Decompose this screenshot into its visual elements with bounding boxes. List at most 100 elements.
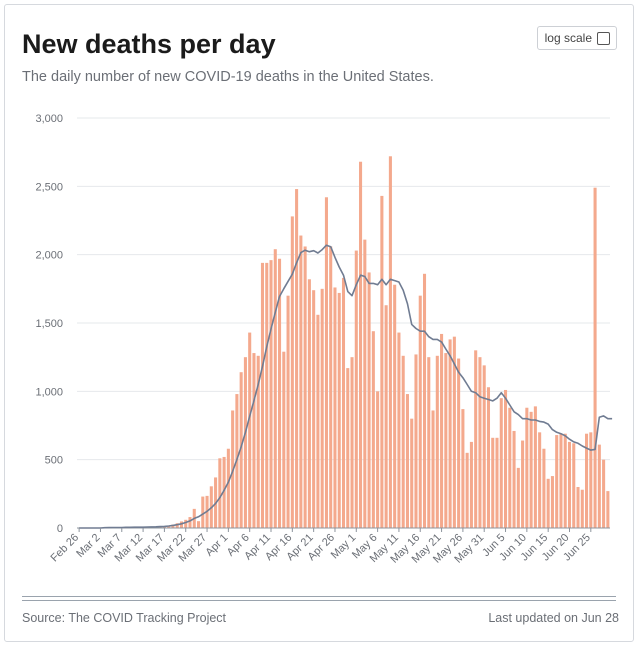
data-bar bbox=[474, 350, 478, 528]
data-bar bbox=[508, 407, 512, 528]
data-bar bbox=[243, 357, 247, 528]
checkbox-icon[interactable] bbox=[597, 31, 610, 45]
x-tick-label: Mar 2 bbox=[74, 532, 102, 560]
data-bar bbox=[585, 433, 589, 528]
data-bar bbox=[418, 295, 422, 528]
data-bar bbox=[252, 353, 256, 528]
data-bar bbox=[324, 197, 328, 528]
data-bar bbox=[350, 357, 354, 528]
data-bar bbox=[435, 355, 439, 528]
data-bar bbox=[550, 476, 554, 528]
last-updated: Last updated on Jun 28 bbox=[488, 611, 619, 625]
data-bar bbox=[380, 195, 384, 528]
y-tick-label: 1,000 bbox=[35, 386, 63, 398]
data-bar bbox=[196, 521, 201, 528]
data-bar bbox=[495, 437, 499, 528]
data-bar bbox=[337, 292, 341, 528]
y-tick-label: 1,500 bbox=[35, 318, 63, 330]
data-bar bbox=[359, 161, 363, 528]
data-bar bbox=[529, 411, 533, 528]
data-bar bbox=[572, 443, 576, 528]
data-bar bbox=[367, 272, 371, 528]
data-bar bbox=[405, 394, 409, 528]
data-bar bbox=[299, 235, 303, 529]
data-bar bbox=[363, 239, 367, 528]
data-bar bbox=[602, 459, 606, 528]
data-bar bbox=[226, 448, 230, 528]
data-bar bbox=[512, 430, 516, 528]
data-bar bbox=[320, 288, 324, 528]
chart-title: New deaths per day bbox=[22, 29, 276, 59]
data-bar bbox=[201, 496, 205, 528]
data-bar bbox=[248, 332, 252, 528]
data-bar bbox=[295, 189, 299, 529]
data-bar bbox=[333, 287, 337, 528]
data-bar bbox=[593, 187, 597, 528]
data-bar bbox=[239, 372, 243, 528]
y-tick-label: 3,000 bbox=[35, 113, 63, 125]
data-bar bbox=[576, 487, 580, 528]
data-bar bbox=[265, 262, 269, 528]
data-bar bbox=[410, 418, 414, 528]
data-bar bbox=[384, 305, 388, 528]
data-bar bbox=[589, 432, 593, 528]
x-tick-label: Feb 26 bbox=[49, 532, 82, 565]
data-bar bbox=[278, 258, 282, 528]
data-bar bbox=[469, 441, 473, 528]
data-bar bbox=[260, 262, 265, 528]
y-tick-label: 2,000 bbox=[35, 250, 63, 262]
data-bar bbox=[521, 440, 525, 528]
data-bar bbox=[491, 437, 495, 528]
data-bar bbox=[316, 314, 320, 528]
data-bar bbox=[282, 351, 286, 528]
data-bar bbox=[175, 523, 179, 528]
data-bar bbox=[482, 365, 486, 528]
data-bar bbox=[303, 246, 307, 528]
y-tick-label: 0 bbox=[57, 523, 63, 535]
data-bar bbox=[307, 279, 311, 528]
data-bar bbox=[393, 284, 397, 528]
average-line bbox=[79, 244, 613, 529]
data-bar bbox=[516, 467, 520, 528]
data-bar bbox=[431, 410, 435, 528]
data-bar bbox=[597, 444, 601, 528]
data-bar bbox=[533, 406, 537, 528]
data-bar bbox=[452, 336, 456, 528]
data-bar bbox=[179, 521, 183, 528]
data-bar bbox=[329, 246, 333, 528]
data-bar bbox=[286, 295, 290, 528]
data-bar bbox=[444, 353, 448, 528]
data-bar bbox=[427, 357, 431, 528]
data-bar bbox=[559, 433, 563, 528]
data-bar bbox=[422, 273, 427, 528]
data-bar bbox=[222, 456, 226, 528]
footer-divider bbox=[22, 596, 616, 597]
footer-divider-secondary bbox=[22, 600, 616, 601]
data-bar bbox=[371, 331, 375, 528]
y-tick-label: 500 bbox=[45, 455, 63, 467]
data-bar bbox=[525, 407, 529, 528]
log-scale-toggle[interactable]: log scale bbox=[536, 26, 617, 50]
data-bar bbox=[401, 355, 405, 528]
data-bar bbox=[499, 398, 503, 528]
data-bar bbox=[580, 489, 584, 528]
data-bar bbox=[465, 452, 469, 528]
data-bar bbox=[606, 491, 610, 528]
data-bar bbox=[273, 249, 277, 528]
data-bar bbox=[461, 409, 465, 528]
y-tick-label: 2,500 bbox=[35, 181, 63, 193]
data-bar bbox=[388, 156, 392, 528]
data-bar bbox=[538, 432, 542, 528]
data-bar bbox=[555, 435, 559, 528]
data-bar bbox=[354, 250, 358, 529]
data-bar bbox=[256, 355, 260, 528]
data-bar bbox=[414, 354, 418, 528]
data-bar bbox=[440, 333, 444, 528]
data-bar bbox=[218, 458, 222, 528]
data-bar bbox=[290, 216, 294, 528]
data-bar bbox=[184, 519, 188, 528]
data-bar bbox=[563, 433, 567, 528]
source-note: Source: The COVID Tracking Project bbox=[22, 611, 227, 625]
data-bar bbox=[478, 357, 482, 528]
